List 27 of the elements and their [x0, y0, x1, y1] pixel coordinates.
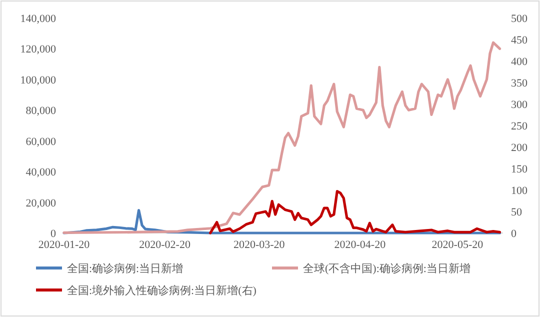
x-tick-label: 2020-03-20: [233, 239, 286, 251]
legend-label: 全国:确诊病例:当日新增: [67, 262, 184, 275]
y-tick-label: 20,000: [26, 197, 56, 210]
x-tick-label: 2020-04-20: [334, 239, 386, 251]
y-tick-label: 40,000: [26, 166, 56, 179]
legend-label: 全国:境外输入性确诊病例:当日新增(右): [67, 284, 257, 297]
y2-tick-label: 200: [511, 142, 528, 154]
y-tick-label: 0: [50, 228, 56, 240]
x-tick-label: 2020-05-20: [432, 239, 484, 251]
y-tick-label: 80,000: [26, 105, 56, 118]
legend-label: 全球(不含中国):确诊病例:当日新增: [303, 262, 470, 275]
y2-tick-label: 400: [511, 56, 528, 68]
x-tick-label: 2020-01-20: [38, 239, 90, 251]
x-tick-label: 2020-02-20: [139, 239, 191, 251]
y-tick-label: 140,000: [20, 13, 56, 25]
y-tick-label: 100,000: [20, 74, 56, 86]
y2-tick-label: 500: [511, 13, 528, 25]
y-tick-label: 60,000: [26, 136, 56, 148]
y2-tick-label: 450: [511, 34, 528, 46]
y2-tick-label: 0: [511, 228, 517, 240]
y-tick-label: 120,000: [20, 44, 56, 56]
y2-tick-label: 150: [511, 164, 528, 176]
y2-tick-label: 100: [511, 185, 528, 197]
y2-tick-label: 350: [511, 78, 528, 90]
y2-tick-label: 50: [511, 206, 522, 218]
y2-tick-label: 250: [511, 120, 528, 132]
y2-tick-label: 300: [511, 99, 528, 111]
